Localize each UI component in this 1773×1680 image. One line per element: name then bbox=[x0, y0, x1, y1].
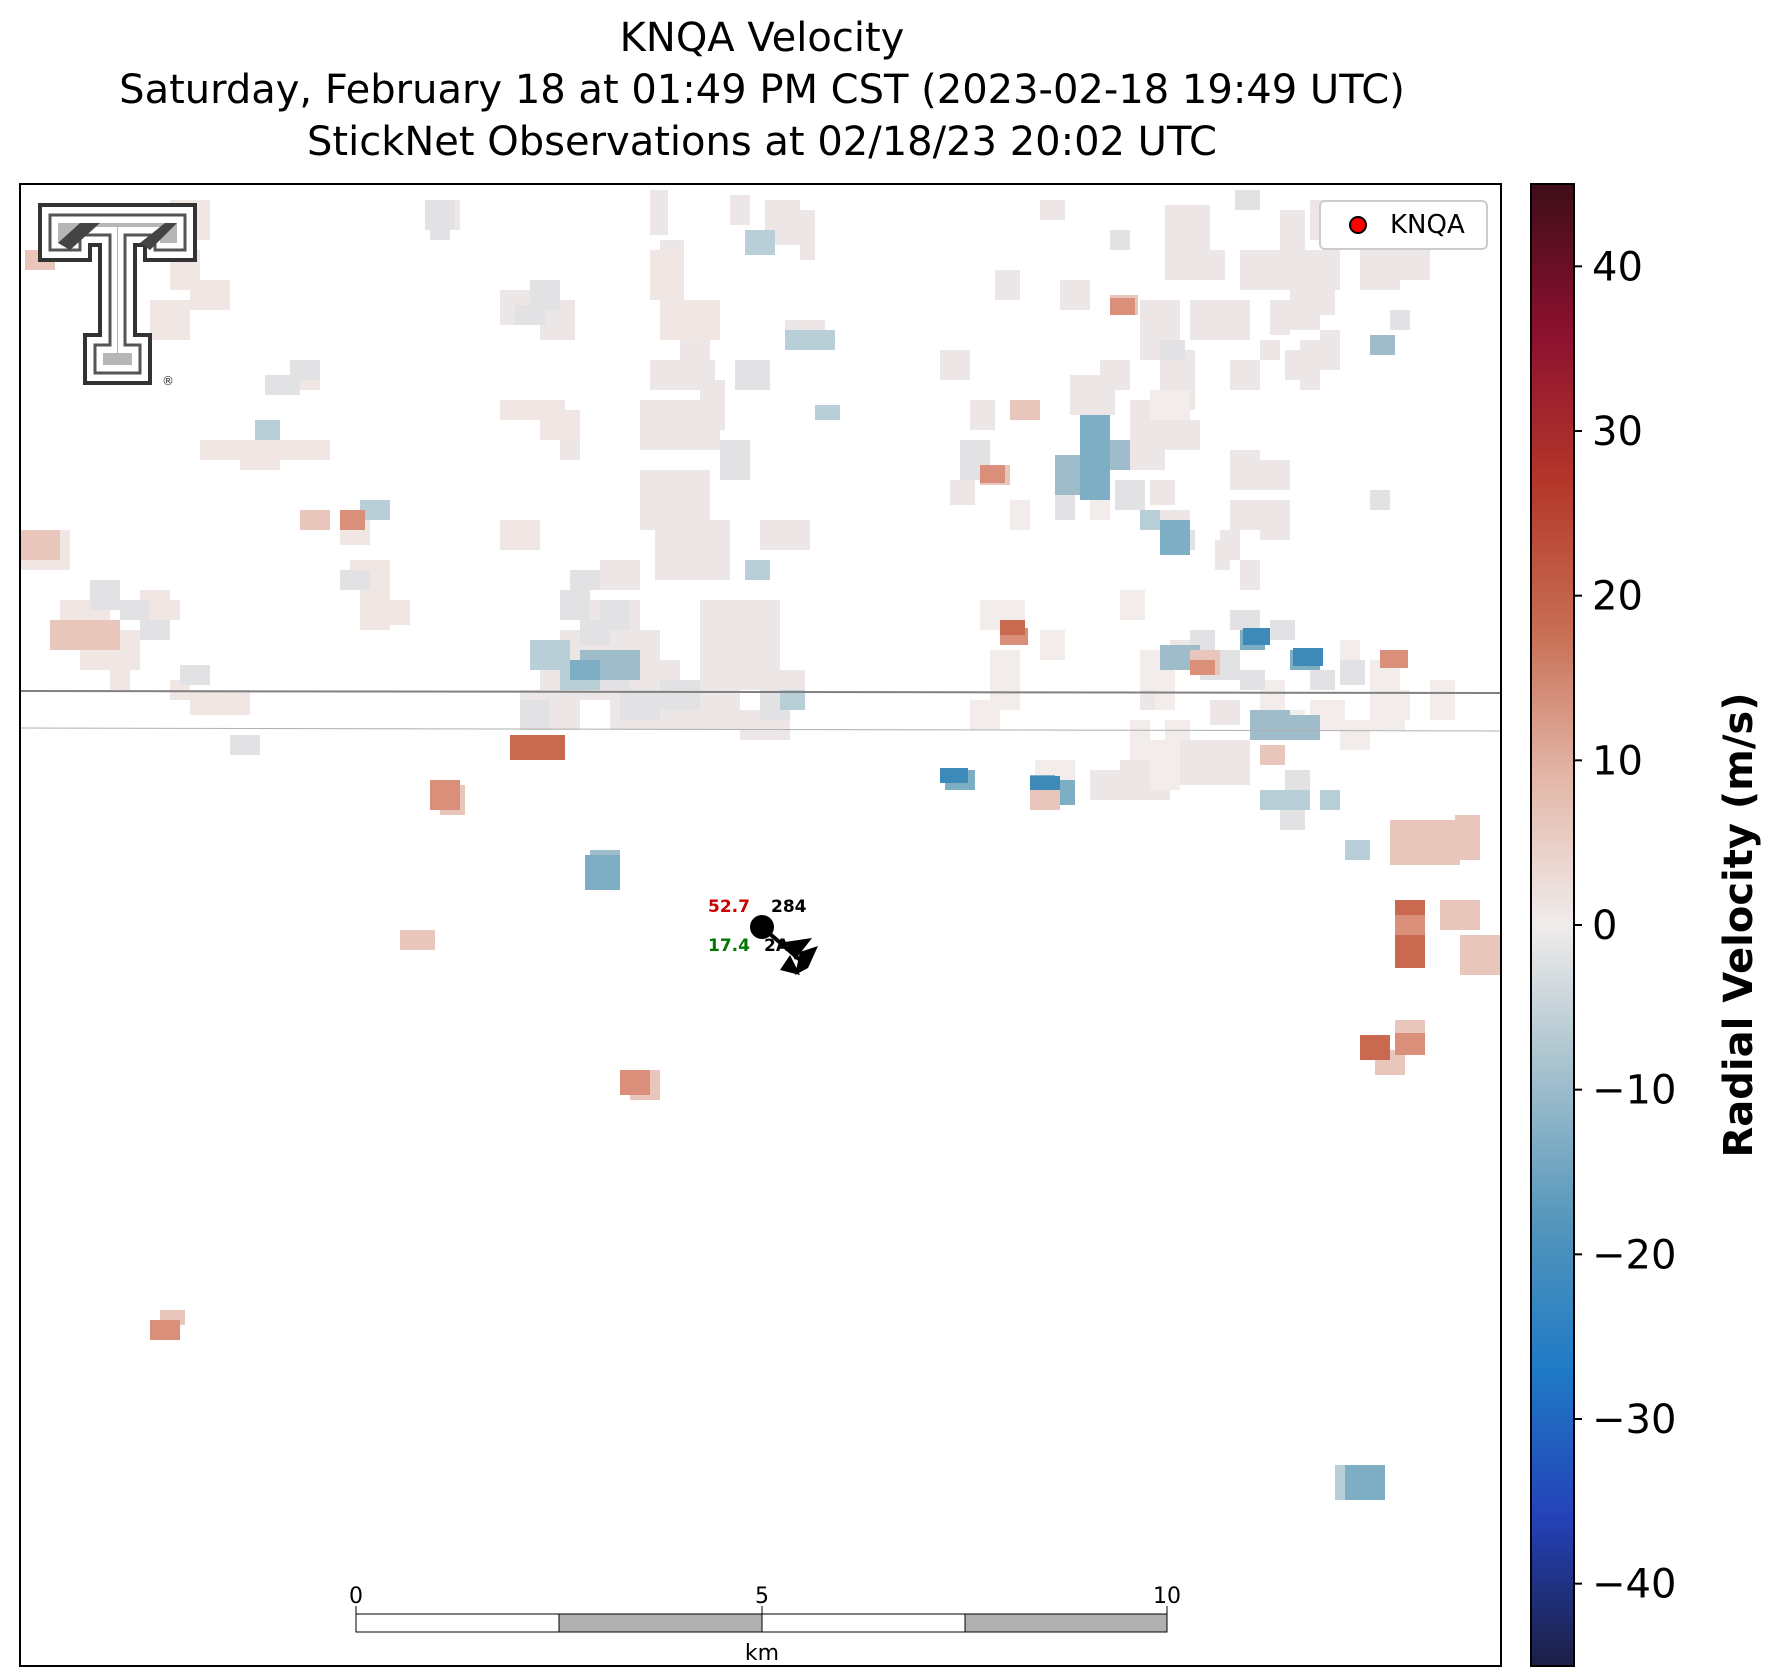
wind-barb-flag bbox=[780, 955, 800, 975]
colorbar-tick-label: −30 bbox=[1592, 1397, 1676, 1443]
station-id: 2A bbox=[764, 936, 790, 956]
colorbar-tick-label: −10 bbox=[1592, 1068, 1676, 1114]
figure-title: KNQA Velocity Saturday, February 18 at 0… bbox=[0, 12, 1524, 168]
scale-unit: km bbox=[745, 1641, 779, 1666]
scale-tick-5: 5 bbox=[755, 1584, 769, 1609]
texas-tech-double-t-logo: ® bbox=[38, 203, 197, 388]
boundary-line-primary bbox=[19, 690, 1502, 694]
sticknet-station-plot: 52.7 284 17.4 2A bbox=[708, 897, 818, 975]
colorbar-tick-label: −40 bbox=[1592, 1562, 1676, 1608]
colorbar-gradient bbox=[1530, 183, 1575, 1667]
colorbar-tick-label: 0 bbox=[1592, 903, 1617, 949]
station-temperature: 52.7 bbox=[708, 897, 750, 917]
scale-bar: 0 5 10 km bbox=[349, 1584, 1181, 1666]
wind-barb-flag bbox=[795, 946, 818, 975]
colorbar-tick-label: 10 bbox=[1592, 738, 1643, 784]
title-observation-time: StickNet Observations at 02/18/23 20:02 … bbox=[307, 119, 1217, 165]
registered-mark: ® bbox=[162, 374, 174, 388]
map-panel: ® 52.7 284 17.4 2A 0 5 10 km bbox=[19, 183, 1502, 1667]
map-frame bbox=[19, 183, 1502, 1667]
scale-tick-10: 10 bbox=[1153, 1584, 1181, 1609]
colorbar-tick-label: 40 bbox=[1592, 244, 1643, 290]
map-legend: KNQA bbox=[1319, 200, 1488, 250]
colorbar-label: Radial Velocity (m/s) bbox=[1716, 692, 1762, 1157]
legend-label: KNQA bbox=[1390, 210, 1465, 240]
legend-marker-icon bbox=[1349, 216, 1367, 234]
colorbar: 40 30 20 10 0 −10 −20 −30 −40 Radial Velocity (m… bbox=[1530, 183, 1762, 1667]
colorbar-ticks: 40 30 20 10 0 −10 −20 −30 −40 bbox=[1574, 244, 1676, 1608]
boundary-line-secondary bbox=[19, 727, 1502, 732]
station-dewpoint: 17.4 bbox=[708, 936, 750, 956]
colorbar-tick-label: 30 bbox=[1592, 409, 1643, 455]
scale-tick-0: 0 bbox=[349, 1584, 363, 1609]
wind-barb-flag bbox=[785, 938, 812, 960]
colorbar-tick-label: 20 bbox=[1592, 574, 1643, 620]
title-scan-time: Saturday, February 18 at 01:49 PM CST (2… bbox=[119, 67, 1405, 113]
title-radar-product: KNQA Velocity bbox=[619, 15, 905, 61]
station-pressure: 284 bbox=[771, 897, 807, 917]
colorbar-tick-label: −20 bbox=[1592, 1232, 1676, 1278]
